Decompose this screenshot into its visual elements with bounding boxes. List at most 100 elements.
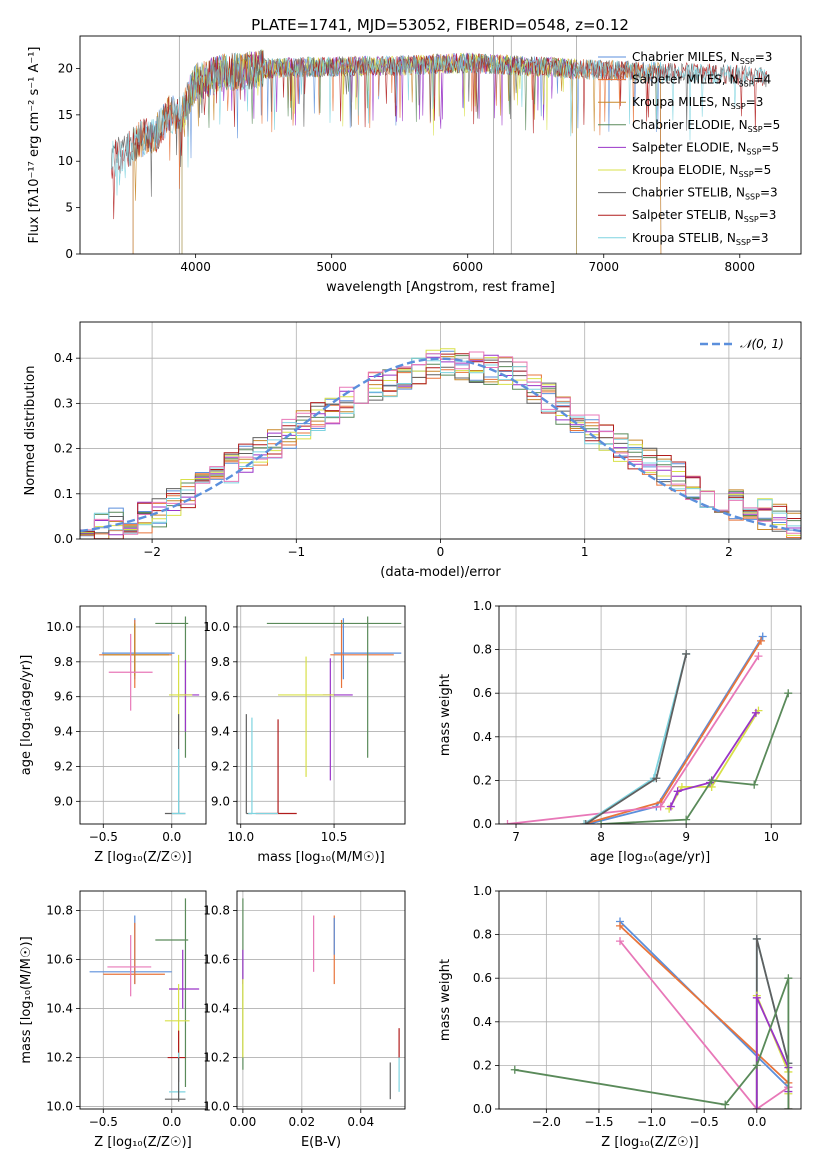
errorbar-point	[266, 616, 402, 758]
y-tick-label: 9.6	[54, 690, 73, 704]
y-tick-label: 5	[65, 201, 73, 215]
errorbar-point	[171, 749, 186, 815]
y-tick-label: 0.4	[54, 351, 73, 365]
axes-frame	[79, 605, 207, 825]
y-tick-label: 9.6	[211, 690, 230, 704]
y-tick-label: 9.0	[211, 794, 230, 808]
age-vs-metallicity-panel: −0.5 0.0 9.0 9.2 9.4 9.6 9.8 10.0 Z [log₁₀(Z/Z☉)…	[19, 605, 207, 865]
mass-weight-series-line	[583, 640, 762, 824]
axes-frame	[498, 605, 802, 825]
y-tick-label: 9.4	[54, 725, 73, 739]
y-tick-label: 0	[65, 247, 73, 261]
grid	[237, 891, 405, 1109]
mass-weight-vs-age-panel: 7 8 9 10 0.0 0.2 0.4 0.6 0.8 1.0 age [log₁₀(age/yr…	[438, 599, 802, 865]
errorbar-point	[99, 619, 172, 688]
y-tick-label: 10.6	[203, 953, 230, 967]
x-axis-label: Z [log₁₀(Z/Z☉)]	[94, 1135, 191, 1150]
y-tick-label: 0.8	[473, 928, 492, 942]
plus-marker	[758, 632, 767, 641]
x-tick-label: 10.5	[321, 830, 348, 844]
errorbar-point	[278, 656, 335, 777]
x-tick-label: 0	[437, 545, 445, 559]
x-tick-label: 0.04	[347, 1115, 374, 1129]
mass-weight-vs-metallicity-panel: −2.0 −1.5 −1.0 −0.5 0.0 0.0 0.2 0.4 0.6 0.8 1.0 Z […	[438, 884, 802, 1150]
x-tick-label: 9	[682, 830, 690, 844]
legend: Chabrier MILES, NSSP=3 Salpeter MILES, NS…	[598, 50, 780, 247]
plus-marker	[682, 649, 691, 658]
y-axis-label: mass [log₁₀(M/M☉)]	[19, 936, 34, 1063]
y-tick-label: 10.8	[203, 904, 230, 918]
plot-area	[510, 917, 793, 1109]
axes-frame	[498, 890, 802, 1110]
y-tick-label: 10.4	[203, 1002, 230, 1016]
grid	[80, 891, 206, 1109]
y-tick-label: 10.8	[46, 904, 73, 918]
axes-frame	[79, 35, 802, 255]
legend-label: Salpeter MILES, NSSP=4	[632, 73, 771, 89]
legend-label: Kroupa ELODIE, NSSP=5	[632, 163, 771, 179]
plot-area	[245, 616, 402, 815]
plus-marker	[682, 815, 691, 824]
axes-frame	[79, 890, 207, 1110]
y-tick-label: 0.8	[473, 643, 492, 657]
figure-title: PLATE=1741, MJD=53052, FIBERID=0548, z=0…	[251, 16, 629, 34]
plus-marker	[784, 1105, 793, 1109]
legend: 𝒩(0, 1)	[700, 337, 784, 351]
errorbar-point	[179, 660, 200, 732]
errorbar-point	[164, 714, 186, 815]
errorbar-point	[107, 935, 152, 997]
x-tick-label: −2.0	[532, 1115, 561, 1129]
y-tick-label: 9.4	[211, 725, 230, 739]
x-tick-label: 10.0	[227, 830, 254, 844]
x-tick-label: −1	[287, 545, 305, 559]
y-tick-label: 10.4	[46, 1002, 73, 1016]
y-tick-label: 0.0	[473, 817, 492, 831]
x-tick-label: 7	[512, 830, 520, 844]
x-tick-label: 0.02	[288, 1115, 315, 1129]
spectrum-series-line	[111, 52, 767, 196]
y-tick-label: 10.6	[46, 953, 73, 967]
histogram-series-step	[80, 348, 801, 536]
axes-frame	[236, 605, 406, 825]
legend-label: 𝒩(0, 1)	[740, 337, 784, 351]
y-tick-label: 15	[58, 108, 73, 122]
x-axis-label: Z [log₁₀(Z/Z☉)]	[601, 1135, 698, 1150]
y-axis-label: Flux [fλ10⁻¹⁷ erg cm⁻² s⁻¹ A⁻¹]	[27, 47, 42, 244]
x-axis-label: age [log₁₀(age/yr)]	[590, 850, 711, 865]
plus-marker	[752, 993, 761, 1002]
y-tick-label: 0.2	[54, 442, 73, 456]
x-tick-label: −2	[143, 545, 161, 559]
x-tick-label: 0.0	[747, 1115, 766, 1129]
x-tick-label: 0.0	[162, 1115, 181, 1129]
legend-label: Chabrier ELODIE, NSSP=5	[632, 118, 780, 134]
grid	[80, 606, 206, 824]
y-axis-label: Normed distribution	[23, 366, 38, 496]
errorbar-point	[169, 949, 200, 1009]
y-tick-label: 0.0	[473, 1102, 492, 1116]
errorbar-point	[108, 633, 153, 711]
mass-weight-series-line	[507, 655, 760, 824]
errorbar-point	[103, 922, 165, 985]
legend-label: Chabrier STELIB, NSSP=3	[632, 186, 778, 202]
y-axis-label: mass weight	[438, 959, 453, 1041]
x-tick-label: 2	[725, 545, 733, 559]
y-tick-label: 0.2	[473, 773, 492, 787]
y-tick-label: 10.0	[203, 620, 230, 634]
y-tick-label: 1.0	[473, 884, 492, 898]
plus-marker	[503, 820, 512, 824]
grid	[499, 890, 801, 1110]
y-tick-label: 10	[58, 154, 73, 168]
plus-marker	[784, 974, 793, 983]
y-tick-label: 9.8	[54, 655, 73, 669]
mass-weight-series-line	[583, 653, 688, 824]
plot-area	[80, 348, 801, 539]
x-tick-label: 10	[764, 830, 779, 844]
errorbar-point	[330, 619, 394, 688]
x-tick-label: 1	[581, 545, 589, 559]
histogram-series-step	[80, 359, 801, 534]
x-tick-label: 5000	[316, 260, 347, 274]
y-tick-label: 9.0	[54, 794, 73, 808]
plus-marker	[656, 802, 665, 811]
